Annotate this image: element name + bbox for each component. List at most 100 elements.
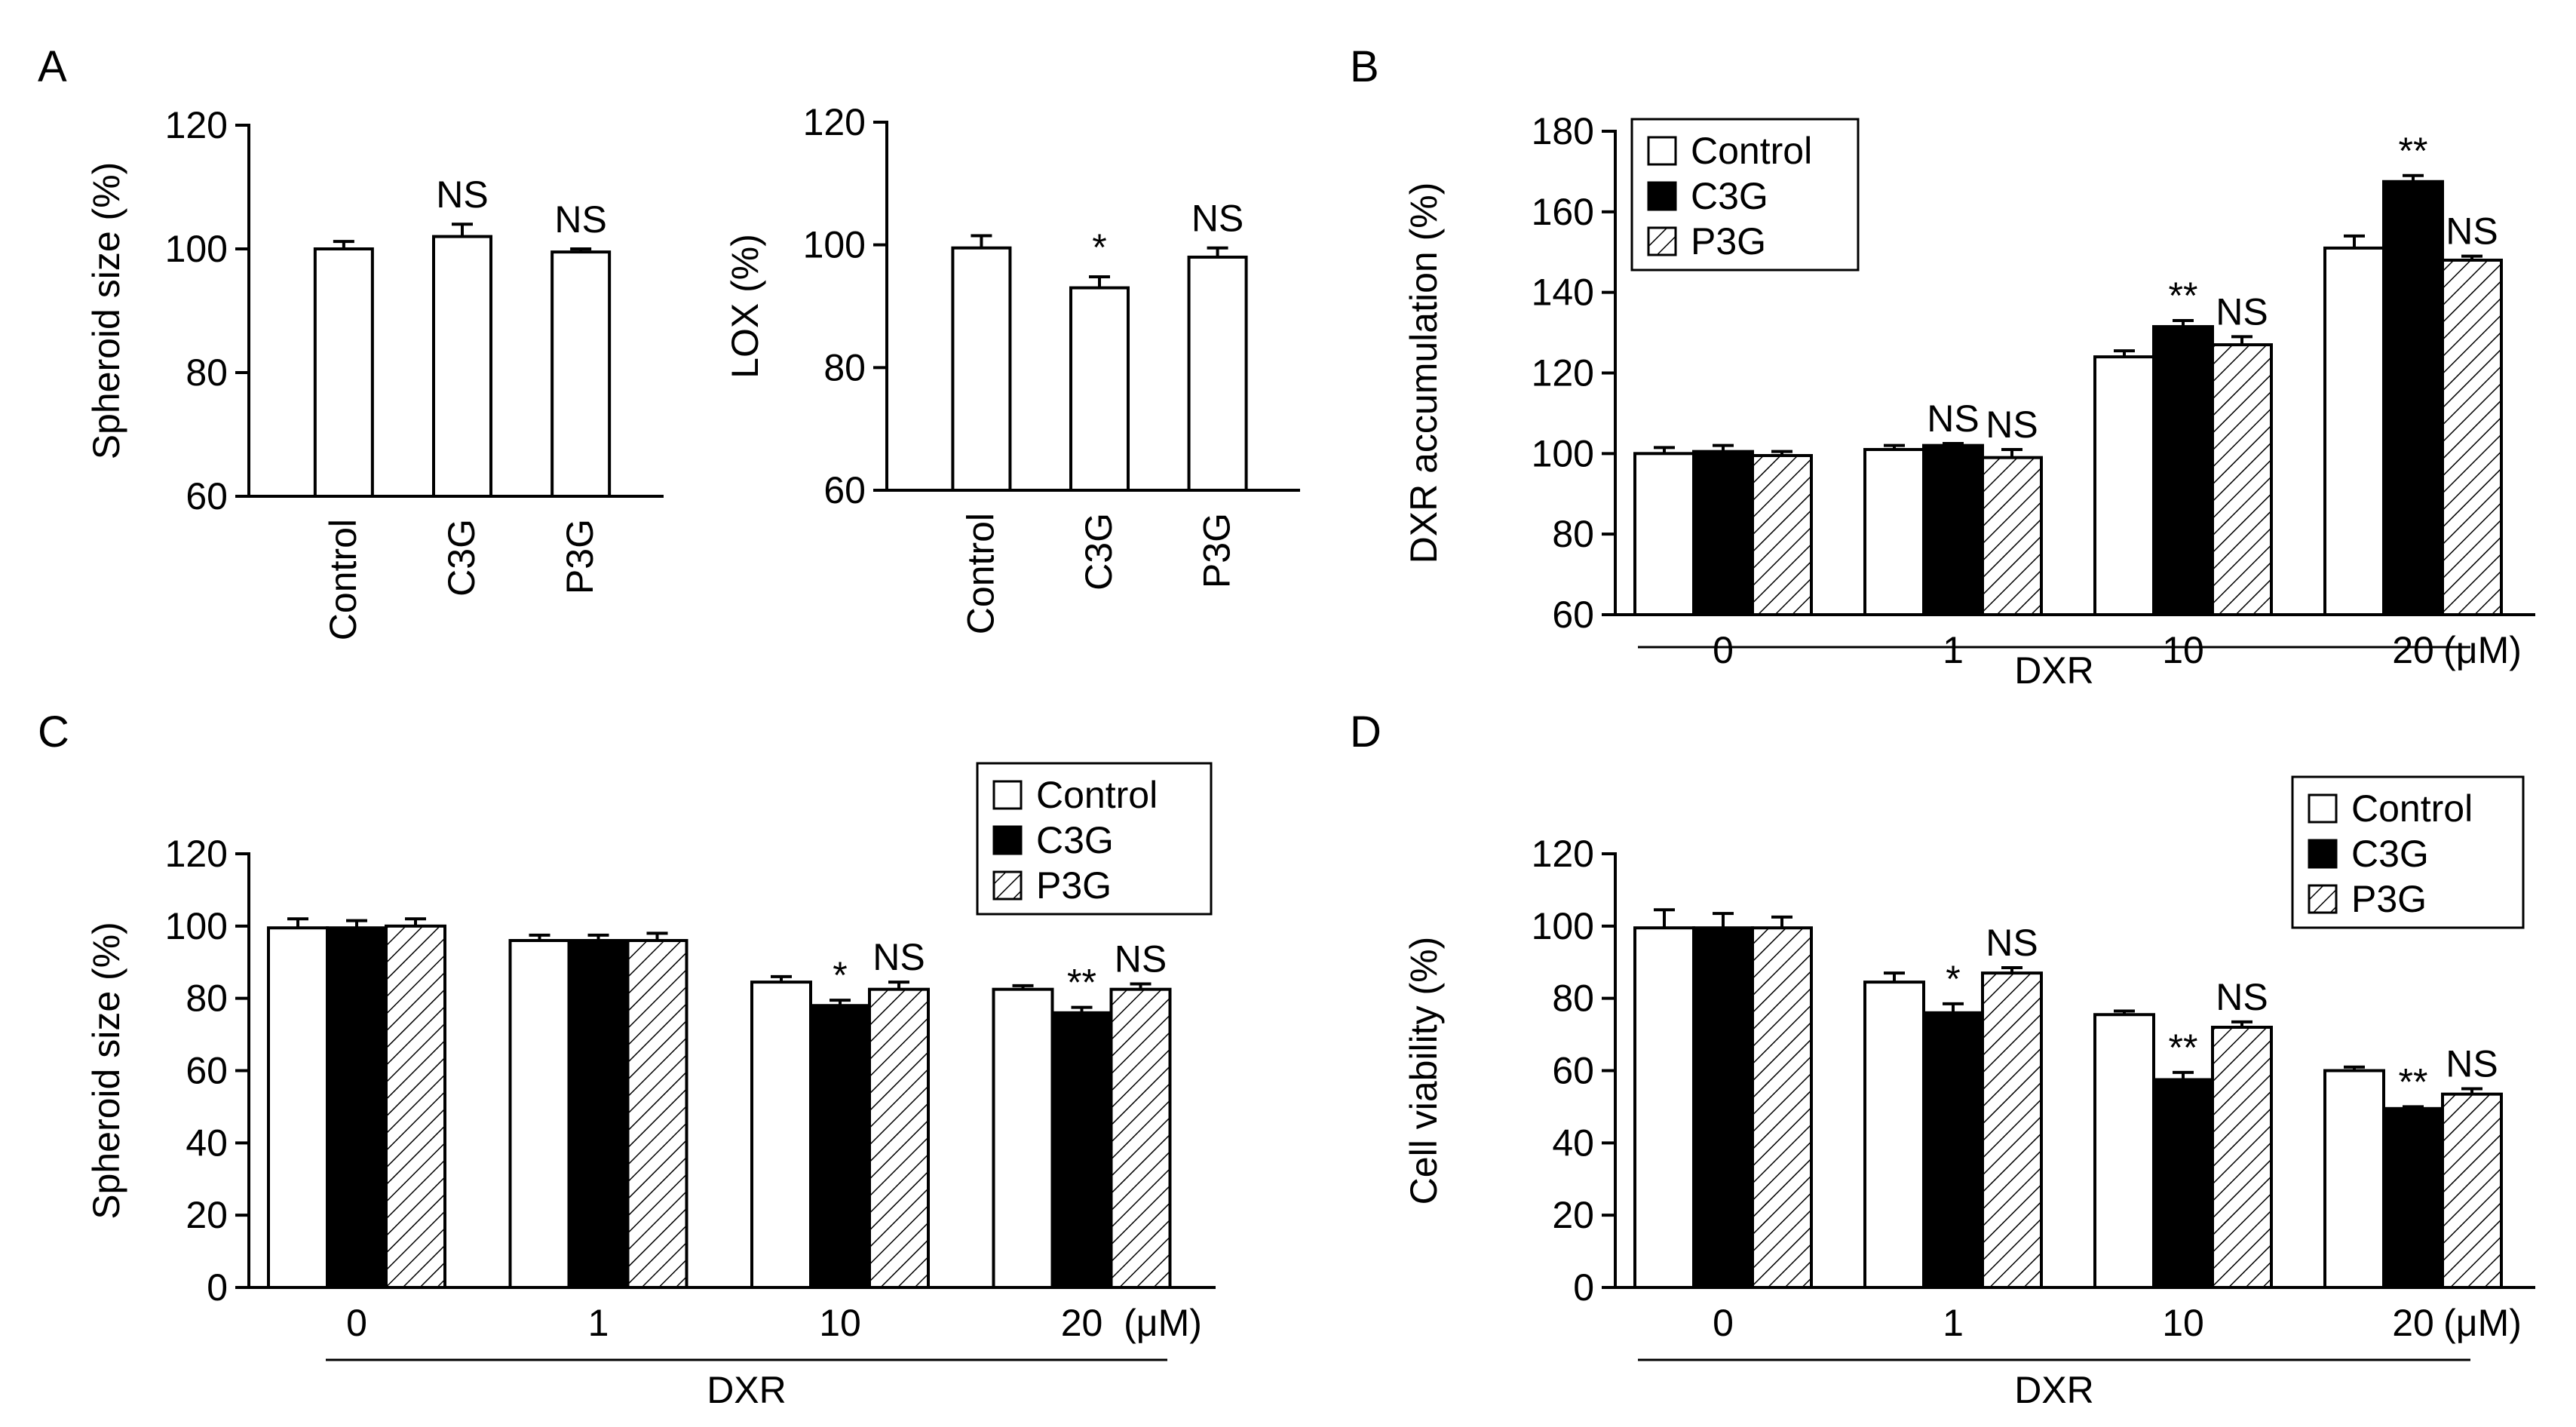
legend-swatch-p3g <box>2308 884 2338 914</box>
panel-label: D <box>1350 707 1382 756</box>
x-tick-label: 1 <box>1943 1302 1964 1344</box>
bar-control-10 <box>750 980 812 1289</box>
significance-label: ** <box>2399 1060 2428 1103</box>
bar-control-10 <box>2093 355 2155 616</box>
y-tick-label: 100 <box>1532 905 1594 947</box>
bar-control-20 <box>2323 1069 2385 1289</box>
y-tick-label: 80 <box>1552 513 1594 555</box>
y-tick-label: 120 <box>165 104 228 146</box>
significance-label: NS <box>1191 198 1244 240</box>
y-tick-label: 160 <box>1532 191 1594 233</box>
bar-p3g-10 <box>2211 343 2273 616</box>
bar-c3g <box>432 235 492 498</box>
bar-c3g-10 <box>2152 1078 2214 1289</box>
bar-c3g-20 <box>2382 180 2444 617</box>
y-tick-label: 60 <box>186 1050 228 1092</box>
bar-p3g-0 <box>1751 454 1813 616</box>
y-axis-label: Spheroid size (%) <box>85 922 127 1220</box>
legend-label: Control <box>2351 787 2473 830</box>
bar-c3g-20 <box>2382 1106 2444 1289</box>
significance-label: ** <box>1067 962 1096 1004</box>
legend-label: Control <box>1691 130 1812 172</box>
x-unit-label: (μM) <box>2443 1302 2522 1344</box>
y-tick-label: 180 <box>1532 110 1594 152</box>
panel-label: B <box>1350 42 1379 91</box>
y-tick-label: 40 <box>186 1122 228 1164</box>
bar-control-1 <box>1863 447 1925 616</box>
bar-control-20 <box>992 987 1054 1289</box>
bar-c3g-20 <box>1050 1011 1113 1290</box>
significance-label: * <box>1946 958 1960 1000</box>
y-tick-label: 20 <box>1552 1194 1594 1236</box>
bar-control-20 <box>2323 246 2385 616</box>
x-tick-label: Control <box>959 513 1001 634</box>
bar-control-10 <box>2093 1013 2155 1289</box>
x-tick-label: 10 <box>2162 629 2204 671</box>
x-tick-label: 1 <box>588 1302 609 1344</box>
x-tick-label: C3G <box>440 519 483 597</box>
y-tick-label: 60 <box>1552 594 1594 636</box>
y-tick-label: 80 <box>186 351 228 394</box>
significance-label: NS <box>872 936 925 978</box>
bar-control-0 <box>1633 926 1695 1289</box>
bar-c3g-10 <box>809 1004 871 1289</box>
bar-control-0 <box>267 926 329 1289</box>
legend-swatch-control <box>2308 793 2338 824</box>
bar-p3g-20 <box>1109 987 1172 1289</box>
y-tick-label: 60 <box>186 475 228 517</box>
bar-p3g-0 <box>1751 926 1813 1289</box>
significance-label: NS <box>1986 922 2038 964</box>
y-axis-label: LOX (%) <box>724 234 766 379</box>
bar-p3g-1 <box>626 939 688 1289</box>
y-tick-label: 60 <box>823 469 866 511</box>
legend-swatch-p3g <box>992 870 1023 901</box>
bar-p3g-1 <box>1981 456 2043 616</box>
legend-label: P3G <box>2351 878 2427 920</box>
significance-label: NS <box>436 173 488 216</box>
y-tick-label: 120 <box>165 833 228 875</box>
bar-p3g-10 <box>2211 1026 2273 1289</box>
panel-label: A <box>38 42 67 91</box>
significance-label: NS <box>1927 397 1979 440</box>
bar-c3g-1 <box>1922 1011 1984 1290</box>
y-axis-label: Spheroid size (%) <box>85 162 127 460</box>
y-tick-label: 0 <box>207 1266 228 1309</box>
panel-a-spheroid-size-chart: A 60 80 100 120 Spheroid size (%) Control NS C3G… <box>38 42 664 640</box>
panel-label: C <box>38 707 69 756</box>
bar-control <box>313 247 374 498</box>
legend-swatch-c3g <box>992 825 1023 855</box>
significance-label: NS <box>2216 976 2268 1018</box>
bar-c3g-10 <box>2152 325 2214 616</box>
significance-label: * <box>1092 226 1106 269</box>
y-tick-label: 140 <box>1532 272 1594 314</box>
x-tick-label: 10 <box>819 1302 861 1344</box>
bar-c3g <box>1069 286 1130 492</box>
x-tick-label: 0 <box>1713 1302 1734 1344</box>
x-axis-label: DXR <box>2014 1369 2094 1411</box>
x-tick-label: P3G <box>1196 513 1238 588</box>
bar-c3g-0 <box>1692 450 1754 616</box>
y-tick-label: 80 <box>823 346 866 388</box>
bar-p3g <box>550 250 612 498</box>
bar-p3g-0 <box>385 924 446 1290</box>
significance-label: NS <box>2446 1042 2498 1085</box>
bar-control-1 <box>508 939 571 1289</box>
y-tick-label: 80 <box>1552 977 1594 1020</box>
x-unit-label: (μM) <box>2443 629 2522 671</box>
significance-label: ** <box>2169 275 2198 317</box>
x-tick-label: 0 <box>346 1302 367 1344</box>
x-tick-label: C3G <box>1078 513 1120 591</box>
y-tick-label: 40 <box>1552 1122 1594 1164</box>
bar-c3g-0 <box>326 926 388 1289</box>
bar-p3g <box>1187 255 1248 492</box>
legend-label: Control <box>1036 774 1158 816</box>
legend-label: C3G <box>1036 819 1114 861</box>
significance-label: ** <box>2169 1027 2198 1069</box>
x-axis-label: DXR <box>2014 649 2094 692</box>
y-tick-label: 100 <box>165 905 228 947</box>
x-tick-label: P3G <box>559 519 601 594</box>
y-tick-label: 100 <box>165 228 228 270</box>
y-tick-label: 120 <box>1532 352 1594 394</box>
bar-control-0 <box>1633 452 1695 616</box>
